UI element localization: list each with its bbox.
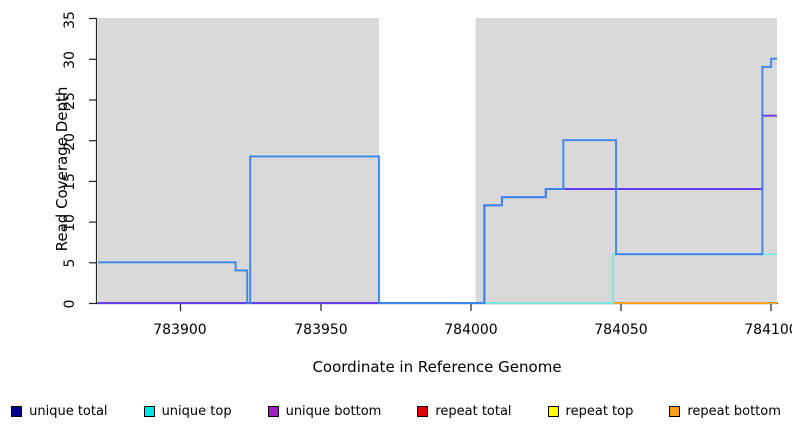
- legend-label-repeat-bottom: repeat bottom: [687, 403, 781, 419]
- legend-label-unique-top: unique top: [161, 403, 232, 419]
- x-tick-label-783950: 783950: [294, 322, 348, 338]
- legend-item-repeat-total[interactable]: repeat total: [417, 403, 512, 419]
- legend-label-repeat-top: repeat top: [565, 403, 634, 419]
- legend-label-unique-bottom: unique bottom: [285, 403, 382, 419]
- y-tick-label-35: 35: [62, 11, 78, 29]
- legend-item-repeat-bottom[interactable]: repeat bottom: [669, 404, 781, 419]
- series-line-unique-total: [98, 57, 777, 304]
- chart-legend: unique total unique top unique bottom re…: [0, 398, 792, 424]
- legend-item-repeat-top[interactable]: repeat top: [547, 403, 634, 419]
- legend-swatch-icon-repeat-bottom: [669, 405, 681, 417]
- legend-swatch-icon-unique-bottom: [267, 405, 279, 417]
- series-layer: [98, 57, 777, 304]
- repeat-region-shading: [98, 18, 777, 303]
- y-tick-label-25: 25: [62, 92, 78, 110]
- shaded-region: [475, 18, 777, 303]
- x-tick-label-784100: 784100: [744, 322, 792, 338]
- legend-item-unique-bottom[interactable]: unique bottom: [267, 403, 382, 419]
- y-tick-label-20: 20: [62, 133, 78, 151]
- x-tick-label-783900: 783900: [153, 322, 207, 338]
- y-tick-label-10: 10: [62, 214, 78, 232]
- x-tick-label-784050: 784050: [594, 322, 648, 338]
- legend-swatch-icon-unique-top: [143, 405, 155, 417]
- x-tick-label-784000: 784000: [444, 322, 498, 338]
- legend-item-unique-top[interactable]: unique top: [143, 403, 232, 419]
- legend-item-unique-total[interactable]: unique total: [11, 403, 108, 419]
- legend-label-repeat-total: repeat total: [435, 403, 512, 419]
- y-tick-label-30: 30: [62, 51, 78, 69]
- y-tick-label-15: 15: [62, 173, 78, 191]
- x-axis-title: Coordinate in Reference Genome: [312, 358, 562, 376]
- y-tick-label-0: 0: [62, 299, 78, 309]
- legend-swatch-icon-unique-total: [11, 405, 23, 417]
- legend-swatch-icon-repeat-total: [417, 405, 429, 417]
- y-tick-label-5: 5: [62, 258, 78, 268]
- legend-label-unique-total: unique total: [29, 403, 108, 419]
- shaded-region: [98, 18, 379, 303]
- legend-swatch-icon-repeat-top: [547, 405, 559, 417]
